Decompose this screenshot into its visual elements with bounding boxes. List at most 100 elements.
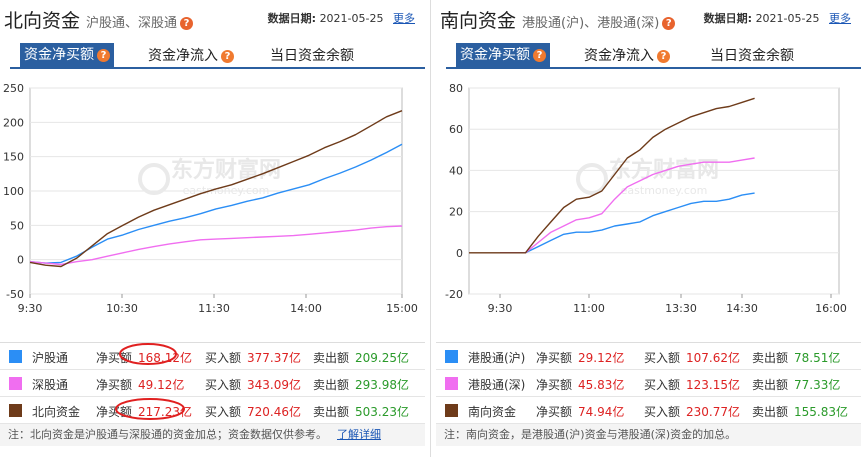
help-icon[interactable]: ?	[97, 49, 110, 62]
panel-title: 南向资金 港股通(沪)、港股通(深)?	[440, 6, 676, 33]
tab-label: 当日资金余额	[710, 48, 794, 64]
date-label: 数据日期:	[267, 12, 317, 25]
x-tick-label: 14:00	[290, 302, 322, 315]
sell-value: 78.51亿	[794, 351, 841, 365]
series-line	[29, 110, 403, 268]
date-label: 数据日期:	[703, 12, 753, 25]
y-tick-label: -50	[6, 288, 24, 301]
color-swatch	[9, 404, 22, 417]
series-name: 南向资金	[468, 405, 517, 419]
color-swatch	[445, 404, 458, 417]
watermark-text: 东方财富网	[609, 157, 719, 183]
net-label: 净买额	[536, 351, 573, 365]
x-tick-label: 16:00	[815, 302, 847, 315]
legend-table: 沪股通 净买额 168.12亿 买入额 377.37亿 卖出额 209.25亿 …	[0, 342, 425, 424]
plot-area	[468, 87, 840, 295]
tab-net-buy[interactable]: 资金净买额?	[456, 43, 550, 67]
net-label: 净买额	[536, 405, 573, 419]
x-tick-label: 11:00	[573, 302, 605, 315]
tab-daily-balance[interactable]: 当日资金余额	[270, 44, 354, 68]
watermark-text: 东方财富网	[171, 157, 281, 183]
y-tick-label: -20	[445, 288, 463, 301]
y-tick-label: 0	[17, 254, 24, 267]
color-swatch	[9, 350, 22, 363]
legend-row: 沪股通 净买额 168.12亿 买入额 377.37亿 卖出额 209.25亿	[0, 343, 425, 370]
southbound-chart: 80 60 40 20 0 -20 9:30 11:00 13:30 14:30 16:00 东方财富…	[436, 82, 861, 322]
y-tick-label: 80	[449, 82, 463, 95]
tab-daily-balance[interactable]: 当日资金余额	[710, 44, 794, 68]
net-value: 45.83亿	[578, 378, 625, 392]
net-value: 168.12亿	[138, 351, 192, 365]
highlight-marks	[115, 343, 185, 420]
help-icon[interactable]: ?	[657, 50, 670, 63]
tab-label: 当日资金余额	[270, 48, 354, 64]
series-name: 港股通(沪)	[468, 351, 526, 365]
series-name: 深股通	[32, 378, 69, 392]
sell-label: 卖出额	[752, 405, 789, 419]
sell-value: 503.23亿	[355, 405, 409, 419]
watermark-logo	[138, 163, 170, 195]
footnote: 注：南向资金，是港股通(沪)资金与港股通(深)资金的加总。	[436, 424, 861, 446]
help-icon[interactable]: ?	[533, 49, 546, 62]
tab-bar: 资金净买额? 资金净流入? 当日资金余额	[446, 37, 861, 69]
help-icon[interactable]: ?	[180, 17, 194, 30]
help-icon[interactable]: ?	[221, 50, 234, 63]
y-tick-label: 40	[449, 164, 463, 177]
title-text: 南向资金	[440, 10, 517, 32]
sell-label: 卖出额	[313, 405, 350, 419]
watermark-subtext: eastmoney.com	[183, 184, 270, 197]
tab-label: 资金净买额	[24, 47, 94, 63]
sell-value: 155.83亿	[794, 405, 848, 419]
highlight-circle	[115, 398, 185, 420]
data-date: 数据日期: 2021-05-25 更多	[268, 10, 415, 26]
subtitle-text: 港股通(沪)、港股通(深)	[522, 16, 660, 31]
x-tick-label: 13:30	[665, 302, 697, 315]
tab-net-buy[interactable]: 资金净买额?	[20, 43, 114, 67]
tab-net-inflow[interactable]: 资金净流入?	[148, 44, 234, 68]
net-value: 29.12亿	[578, 351, 625, 365]
y-tick-label: 250	[3, 82, 24, 95]
buy-value: 123.15亿	[686, 378, 740, 392]
tab-net-inflow[interactable]: 资金净流入?	[584, 44, 670, 68]
buy-value: 720.46亿	[247, 405, 301, 419]
tab-label: 资金净流入	[584, 48, 654, 64]
y-tick-label: 200	[3, 116, 24, 129]
learn-more-link[interactable]: 了解详细	[337, 428, 381, 441]
series-line	[500, 157, 755, 254]
northbound-panel: 北向资金 沪股通、深股通? 数据日期: 2021-05-25 更多 资金净买额? …	[0, 0, 425, 457]
more-link[interactable]: 更多	[829, 12, 851, 25]
color-swatch	[9, 377, 22, 390]
series-name: 沪股通	[32, 351, 69, 365]
buy-value: 107.62亿	[686, 351, 740, 365]
x-tick-label: 15:00	[386, 302, 418, 315]
color-swatch	[445, 350, 458, 363]
legend-table: 港股通(沪) 净买额 29.12亿 买入额 107.62亿 卖出额 78.51亿…	[436, 342, 861, 424]
net-label: 净买额	[96, 378, 133, 392]
buy-label: 买入额	[644, 351, 681, 365]
title-text: 北向资金	[4, 10, 81, 32]
x-tick-label: 9:30	[18, 302, 43, 315]
footnote: 注：北向资金是沪股通与深股通的资金加总；资金数据仅供参考。 了解详细	[0, 424, 425, 446]
series-line	[500, 97, 755, 254]
net-label: 净买额	[536, 378, 573, 392]
tab-bar: 资金净买额? 资金净流入? 当日资金余额	[10, 37, 425, 69]
y-tick-label: 0	[456, 247, 463, 260]
southbound-chart-svg: 80 60 40 20 0 -20 9:30 11:00 13:30 14:30 16:00 东方财富…	[445, 82, 847, 315]
net-value: 74.94亿	[578, 405, 625, 419]
net-value: 49.12亿	[138, 378, 185, 392]
date-value: 2021-05-25	[755, 12, 820, 25]
date-value: 2021-05-25	[319, 12, 384, 25]
series-line	[29, 143, 403, 264]
legend-row: 港股通(沪) 净买额 29.12亿 买入额 107.62亿 卖出额 78.51亿	[436, 343, 861, 370]
more-link[interactable]: 更多	[393, 12, 415, 25]
highlight-circle	[119, 343, 177, 365]
sell-label: 卖出额	[752, 351, 789, 365]
y-tick-label: 100	[3, 185, 24, 198]
series-name: 北向资金	[32, 405, 81, 419]
buy-value: 343.09亿	[247, 378, 301, 392]
x-tick-label: 11:30	[198, 302, 230, 315]
help-icon[interactable]: ?	[662, 17, 676, 30]
buy-label: 买入额	[644, 378, 681, 392]
y-tick-label: 50	[10, 219, 24, 232]
legend-row: 北向资金 净买额 217.23亿 买入额 720.46亿 卖出额 503.23亿	[0, 397, 425, 424]
